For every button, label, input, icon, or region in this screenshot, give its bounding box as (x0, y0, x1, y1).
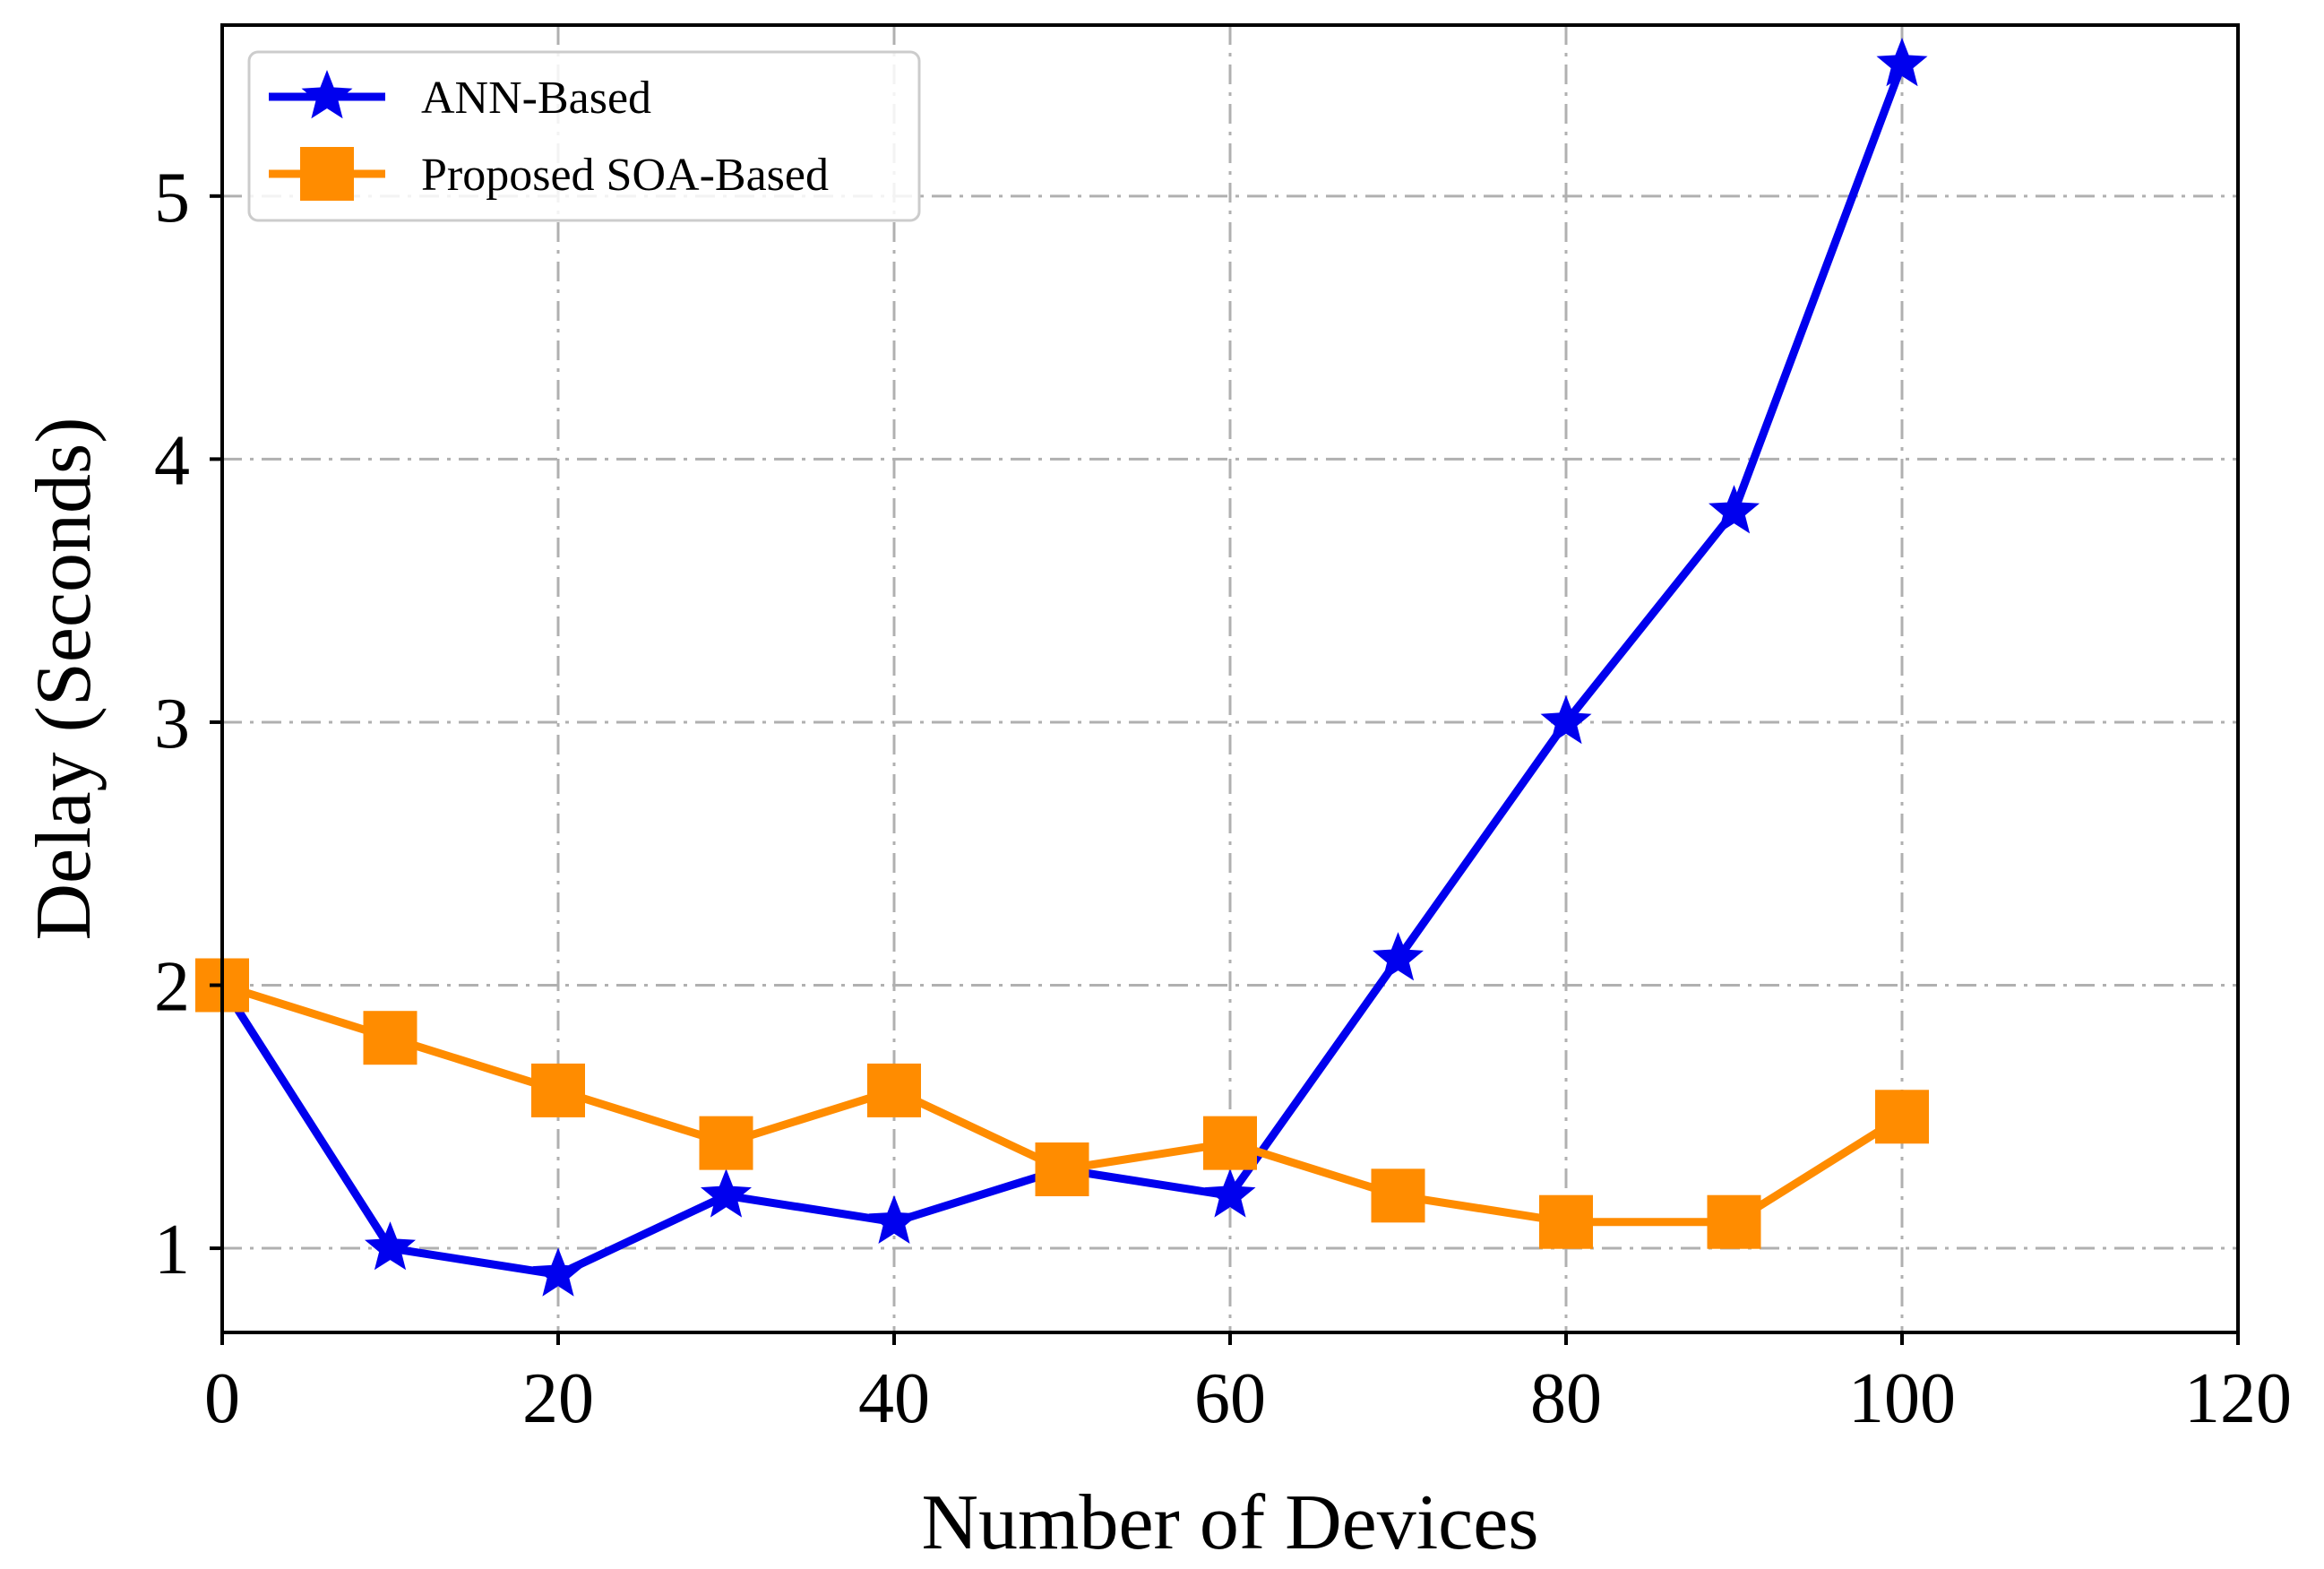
legend-marker-star (301, 70, 353, 119)
y-tick-label: 5 (154, 159, 190, 237)
x-axis-title: Number of Devices (921, 1479, 1538, 1566)
data-point-square (1875, 1090, 1929, 1144)
ticks: 0 20 40 60 80 100 120 1 2 3 4 5 (154, 159, 2292, 1438)
x-tick-label: 80 (1530, 1359, 1602, 1438)
data-point-star (701, 1168, 752, 1218)
data-point-square (363, 1011, 417, 1065)
data-point-square (1707, 1194, 1761, 1249)
legend-label: ANN-Based (421, 73, 651, 124)
legend-marker-square (300, 147, 354, 201)
x-tick-label: 0 (204, 1359, 240, 1438)
x-tick-label: 20 (522, 1359, 594, 1438)
data-point-square (1203, 1116, 1257, 1170)
data-point-star (1709, 485, 1760, 534)
x-tick-label: 40 (858, 1359, 930, 1438)
legend: ANN-Based Proposed SOA-Based (247, 50, 921, 222)
data-point-square (867, 1063, 921, 1117)
y-tick-label: 4 (154, 421, 190, 500)
x-tick-label: 60 (1194, 1359, 1266, 1438)
data-point-star (532, 1247, 584, 1297)
data-point-star (1373, 932, 1424, 981)
data-point-square (531, 1063, 585, 1117)
data-point-square (1371, 1168, 1425, 1223)
x-tick-label: 100 (1848, 1359, 1956, 1438)
y-axis-title: Delay (Seconds) (21, 417, 108, 940)
data-point-square (1539, 1194, 1593, 1249)
data-point-star (1876, 38, 1928, 87)
y-tick-label: 3 (154, 685, 190, 763)
series-proposed-soa-based (195, 958, 1929, 1249)
data-point-star (1540, 694, 1592, 745)
data-point-square (699, 1116, 753, 1170)
y-tick-label: 2 (154, 947, 190, 1026)
data-point-star (868, 1194, 920, 1244)
y-tick-label: 1 (154, 1211, 190, 1289)
data-point-star (365, 1221, 416, 1271)
series-layer (195, 38, 1929, 1297)
legend-box (247, 50, 921, 222)
x-tick-label: 120 (2184, 1359, 2292, 1438)
data-point-star (1204, 1168, 1256, 1218)
data-point-square (1035, 1142, 1089, 1196)
legend-label: Proposed SOA-Based (421, 150, 829, 201)
